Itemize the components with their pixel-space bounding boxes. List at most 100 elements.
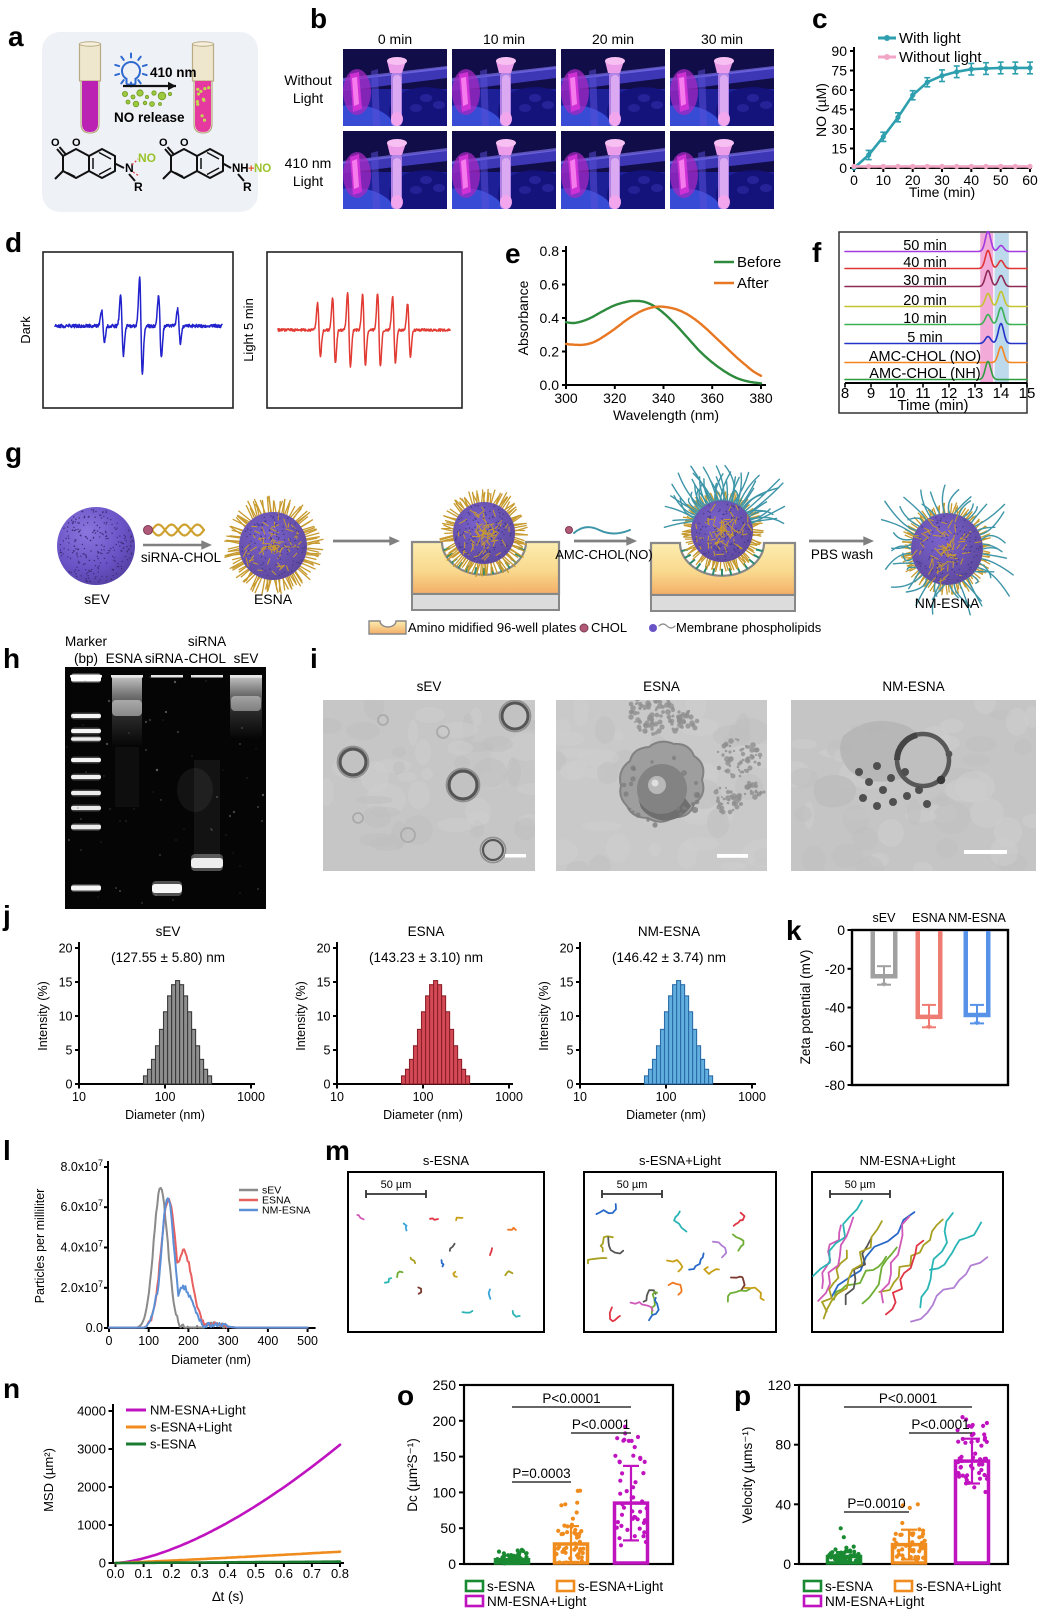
svg-text:8: 8 [841,385,849,402]
svg-text:P<0.0001: P<0.0001 [911,1417,969,1432]
svg-text:Time (min): Time (min) [909,184,975,200]
svg-text:PBS wash: PBS wash [811,547,873,562]
svg-text:AMC-CHOL (NH): AMC-CHOL (NH) [869,366,980,382]
svg-text:-80: -80 [825,1077,845,1093]
svg-text:10: 10 [330,1090,344,1104]
svg-text:250: 250 [433,1377,457,1393]
svg-text:15: 15 [317,976,331,990]
svg-text:0.5: 0.5 [247,1566,265,1581]
svg-text:Diameter (nm): Diameter (nm) [383,1108,463,1122]
svg-text:P=0.0003: P=0.0003 [512,1466,570,1481]
svg-text:NM-ESNA: NM-ESNA [638,924,700,939]
svg-text:h: h [3,643,20,674]
svg-text:NO: NO [254,163,271,175]
svg-text:10 min: 10 min [483,31,525,47]
svg-text:1000: 1000 [738,1090,766,1104]
svg-text:0: 0 [850,172,858,188]
svg-text:10: 10 [560,1010,574,1024]
svg-text:0: 0 [448,1556,456,1572]
svg-text:Intensity (%): Intensity (%) [294,981,308,1050]
svg-text:a: a [8,21,24,52]
svg-text:1000: 1000 [77,1518,106,1533]
svg-text:200: 200 [433,1413,457,1429]
svg-text:(146.42 ± 3.74) nm: (146.42 ± 3.74) nm [612,950,726,965]
svg-text:m: m [325,1135,350,1166]
svg-text:Before: Before [737,254,781,271]
svg-text:20: 20 [317,942,331,956]
svg-text:0.3: 0.3 [191,1566,209,1581]
svg-text:Amino midified 96-well plates: Amino midified 96-well plates [408,620,577,635]
svg-text:Intensity (%): Intensity (%) [537,981,551,1050]
svg-text:Without: Without [284,72,332,88]
svg-text:Zeta potential (mV): Zeta potential (mV) [798,950,813,1065]
svg-text:∆t (s): ∆t (s) [212,1589,244,1604]
svg-text:Velocity (µms⁻¹): Velocity (µms⁻¹) [740,1427,755,1524]
svg-text:O: O [180,137,189,149]
svg-text:0.2: 0.2 [540,344,560,360]
svg-text:0.6: 0.6 [275,1566,293,1581]
svg-text:5 min: 5 min [907,330,942,346]
svg-text:300: 300 [554,390,578,406]
svg-text:n: n [3,1373,20,1404]
svg-text:s-ESNA+Light: s-ESNA+Light [916,1579,1001,1594]
svg-text:R: R [243,180,252,194]
svg-text:0.8: 0.8 [540,243,560,259]
svg-text:0: 0 [99,1556,106,1571]
svg-text:15: 15 [831,141,847,157]
svg-text:s-ESNA: s-ESNA [487,1579,535,1594]
svg-text:0: 0 [106,1334,113,1348]
svg-text:400: 400 [257,1334,278,1348]
svg-text:sEV: sEV [84,591,110,607]
svg-text:After: After [737,275,769,292]
svg-text:ESNA: ESNA [254,591,293,607]
svg-text:10: 10 [59,1010,73,1024]
svg-text:NM-ESNA: NM-ESNA [915,595,980,611]
svg-text:sEV: sEV [873,911,897,925]
svg-text:0.0: 0.0 [106,1566,124,1581]
svg-text:0: 0 [783,1556,791,1572]
svg-text:NM-ESNA+Light: NM-ESNA+Light [150,1403,246,1418]
svg-text:14: 14 [993,385,1010,402]
svg-text:2.0x107: 2.0x107 [60,1279,103,1295]
svg-text:380: 380 [749,390,773,406]
svg-text:45: 45 [831,102,847,118]
svg-text:20: 20 [560,942,574,956]
svg-text:9: 9 [867,385,875,402]
svg-text:Marker: Marker [65,634,108,649]
svg-text:g: g [5,437,22,468]
svg-text:50 µm: 50 µm [617,1179,648,1191]
svg-text:20 min: 20 min [903,293,947,309]
svg-text:Time (min): Time (min) [897,397,968,414]
svg-text:320: 320 [603,390,627,406]
svg-text:NO (µM): NO (µM) [813,83,829,137]
svg-text:10: 10 [317,1010,331,1024]
svg-text:60: 60 [831,82,847,98]
svg-text:(bp): (bp) [74,651,98,666]
svg-text:30 min: 30 min [903,273,947,289]
svg-text:4000: 4000 [77,1404,106,1419]
svg-text:1000: 1000 [495,1090,523,1104]
svg-text:410 nm: 410 nm [150,65,197,80]
svg-text:30: 30 [831,121,847,137]
svg-text:Wavelength (nm): Wavelength (nm) [613,407,719,423]
svg-text:300: 300 [218,1334,239,1348]
svg-text:410 nm: 410 nm [285,155,332,171]
svg-text:s-ESNA+Light: s-ESNA+Light [639,1153,721,1168]
svg-text:sEV: sEV [156,924,181,939]
svg-text:d: d [5,227,22,258]
svg-text:1000: 1000 [237,1090,265,1104]
svg-text:5: 5 [567,1044,574,1058]
svg-text:-CHOL: -CHOL [184,651,226,666]
svg-text:Dc (µm²S⁻¹): Dc (µm²S⁻¹) [405,1438,420,1511]
svg-text:50: 50 [440,1520,456,1536]
svg-text:NM-ESNA+Light: NM-ESNA+Light [825,1594,925,1609]
svg-text:s-ESNA+Light: s-ESNA+Light [578,1579,663,1594]
svg-text:3000: 3000 [77,1442,106,1457]
svg-text:k: k [786,915,802,946]
svg-text:120: 120 [768,1377,792,1393]
svg-text:0.6: 0.6 [540,277,560,293]
svg-text:2000: 2000 [77,1480,106,1495]
svg-text:60: 60 [1022,172,1038,188]
svg-text:c: c [812,3,828,34]
svg-text:(143.23 ± 3.10) nm: (143.23 ± 3.10) nm [369,950,483,965]
